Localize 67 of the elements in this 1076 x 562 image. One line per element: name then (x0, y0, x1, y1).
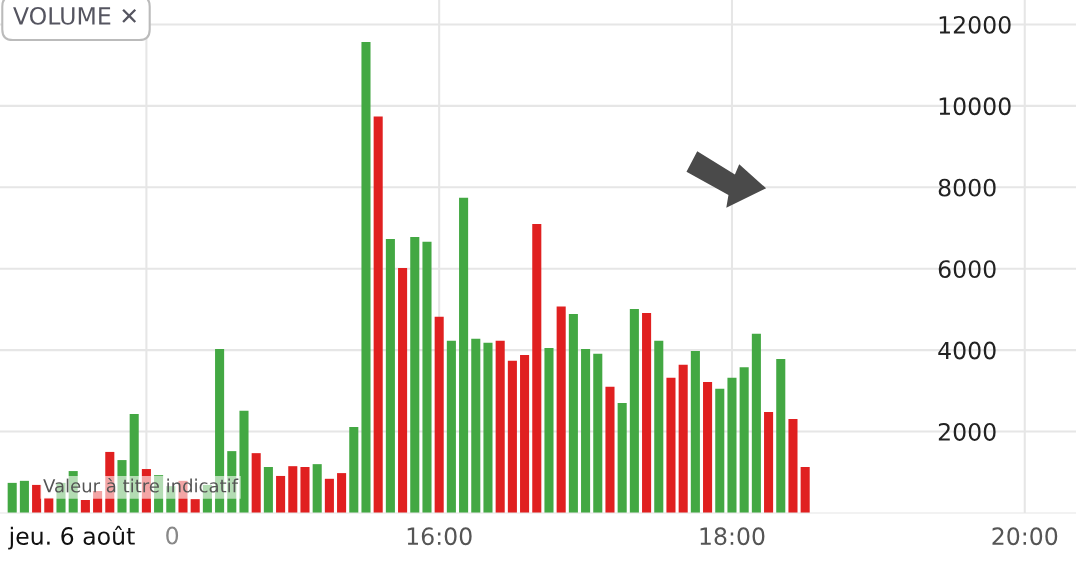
bar (654, 340, 664, 513)
y-tick-label: 6000 (938, 260, 996, 279)
bar (776, 359, 786, 513)
chart-title: VOLUME ✕ (13, 6, 137, 25)
bar (446, 340, 456, 513)
bar (263, 466, 273, 513)
bar (276, 475, 286, 513)
bar (373, 116, 383, 513)
bar (239, 410, 249, 513)
bar (459, 197, 469, 513)
bar (568, 313, 578, 513)
y-tick-label: 4000 (938, 341, 996, 360)
bar (349, 427, 359, 513)
bar (19, 480, 29, 513)
x-tick-label: 18:00 (700, 527, 765, 546)
y-tick-label: 10000 (939, 97, 1011, 116)
bar (422, 241, 432, 513)
bar (617, 403, 627, 513)
bar (507, 360, 517, 513)
bar (398, 267, 408, 513)
bar (80, 499, 90, 513)
y-tick-label: 8000 (938, 178, 996, 197)
bar (190, 499, 200, 513)
bar (788, 418, 798, 513)
bar (7, 482, 17, 513)
bar (800, 466, 810, 513)
y-tick-label: 2000 (938, 423, 996, 441)
bar (581, 348, 591, 513)
bar (93, 491, 103, 513)
bar (312, 464, 322, 513)
bar (593, 353, 603, 513)
text: jeu. 6 août (8, 525, 135, 550)
bar (678, 364, 688, 513)
bar (544, 348, 554, 513)
bar (434, 316, 444, 513)
bar (32, 484, 42, 513)
bar (288, 466, 298, 513)
bar (532, 223, 542, 513)
bar (703, 381, 713, 513)
bar (642, 313, 652, 513)
bar (520, 355, 530, 513)
bar (727, 377, 737, 513)
bar (739, 367, 749, 513)
x-tick-label: 16:00 (407, 527, 472, 546)
bar (629, 309, 639, 513)
bar (751, 333, 761, 513)
bar (44, 497, 54, 513)
bar (690, 350, 700, 513)
bar (324, 478, 334, 513)
y-tick-label: 12000 (939, 15, 1011, 34)
bar (605, 386, 615, 513)
bar (483, 342, 493, 513)
bar (251, 453, 261, 513)
text: 0 (166, 526, 179, 545)
bar (385, 238, 395, 513)
bar (715, 388, 725, 513)
bar (666, 377, 676, 513)
x-tick-label: 20:00 (992, 527, 1058, 546)
bar (410, 236, 420, 513)
bar (105, 451, 115, 513)
bar (471, 338, 481, 513)
bar (556, 306, 566, 513)
bar (337, 473, 347, 513)
bar (300, 466, 310, 513)
bar (495, 340, 505, 513)
bar (361, 41, 371, 513)
bar (764, 412, 774, 513)
